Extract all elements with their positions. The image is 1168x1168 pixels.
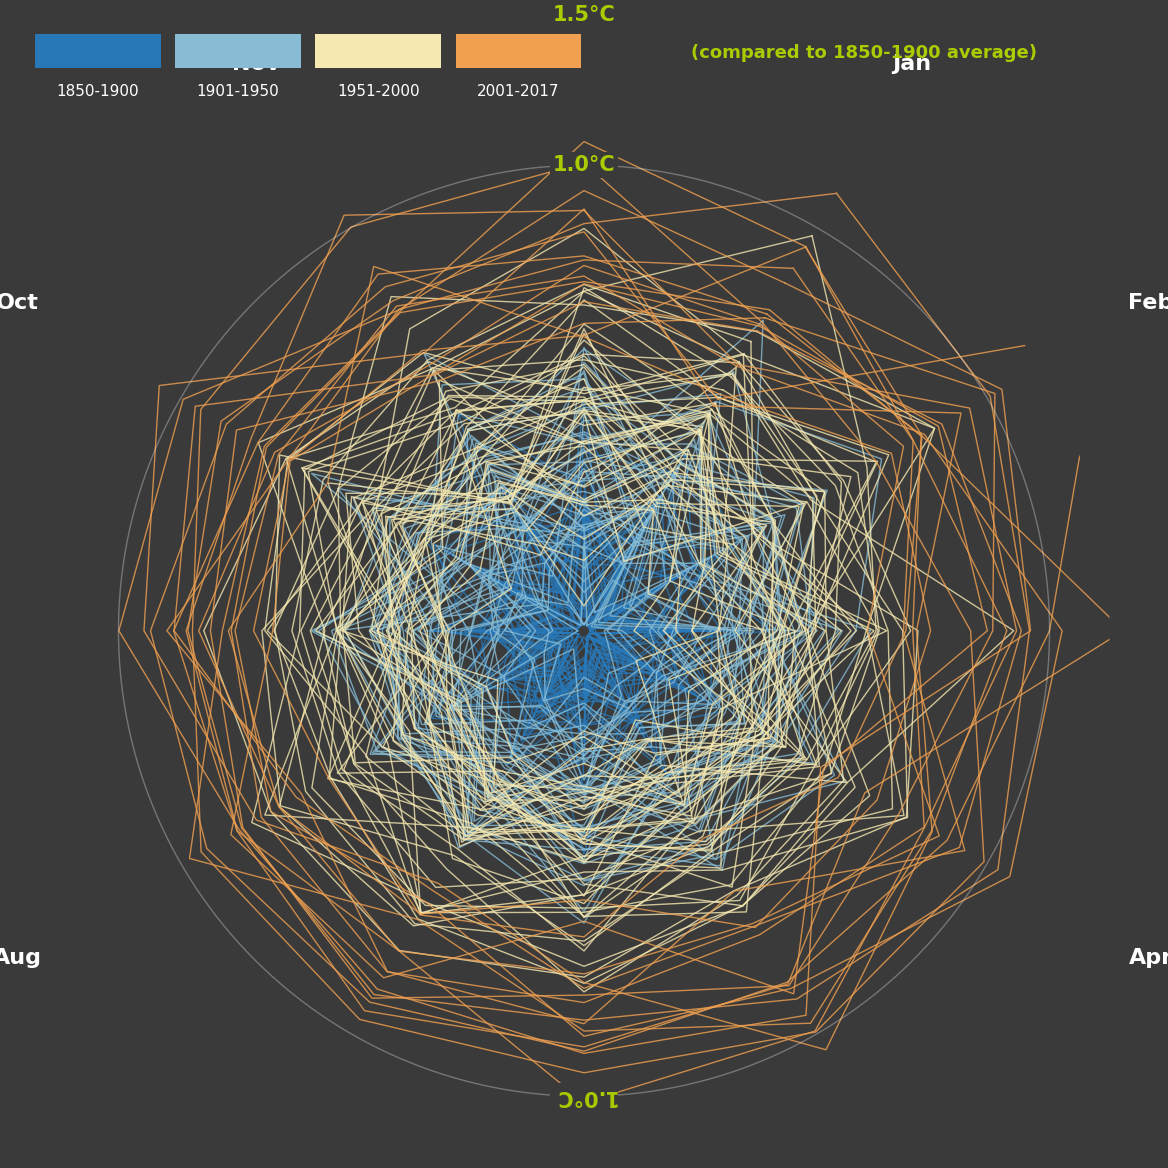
Text: 1901-1950: 1901-1950	[196, 84, 279, 99]
Text: 1850-1900: 1850-1900	[56, 84, 139, 99]
Text: Jan: Jan	[892, 54, 931, 74]
Bar	[315, 34, 442, 68]
Text: 1.0°C: 1.0°C	[552, 1086, 616, 1106]
Text: (compared to 1850-1900 average): (compared to 1850-1900 average)	[691, 43, 1037, 62]
Text: Aug: Aug	[0, 948, 42, 968]
Text: 2001-2017: 2001-2017	[477, 84, 559, 99]
Text: 1951-2000: 1951-2000	[336, 84, 419, 99]
Text: Feb: Feb	[1128, 293, 1168, 313]
Text: 1.5°C: 1.5°C	[552, 5, 616, 25]
Bar	[35, 34, 161, 68]
Text: Nov: Nov	[232, 54, 280, 74]
Bar	[456, 34, 582, 68]
Text: 1.0°C: 1.0°C	[552, 155, 616, 175]
Text: Oct: Oct	[0, 293, 39, 313]
Text: Apr: Apr	[1129, 948, 1168, 968]
Bar	[175, 34, 300, 68]
